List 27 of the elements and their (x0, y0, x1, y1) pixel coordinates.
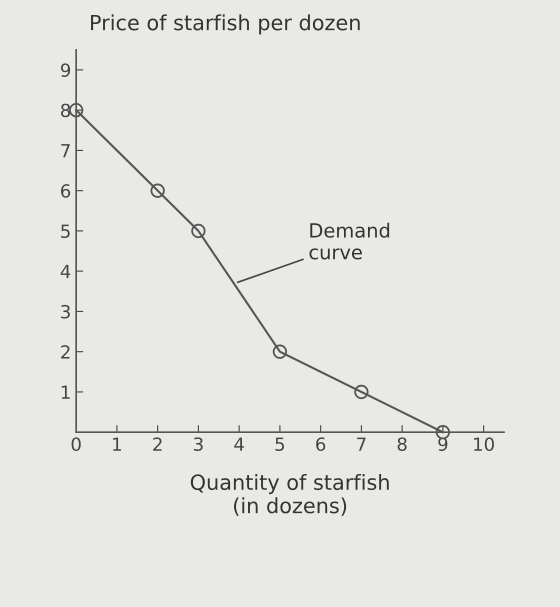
x-tick-label: 8 (398, 437, 407, 452)
y-axis-title: Price of starfish per dozen (91, 14, 360, 34)
x-tick-label: 0 (72, 437, 81, 452)
y-tick-label: 5 (61, 224, 70, 238)
point (150, 184, 165, 198)
point (191, 224, 206, 238)
x-tick-label: 2 (153, 437, 162, 451)
x-tick-label: 6 (316, 437, 326, 452)
y-tick-label: 3 (61, 304, 70, 319)
annotation: Demand curve (309, 222, 390, 260)
x-tick-label: 10 (474, 437, 494, 452)
x-tick-label: 7 (357, 438, 366, 451)
y-tick-label: 1 (62, 386, 70, 399)
x-tick-label: 5 (276, 438, 284, 452)
x-tick-label: 1 (113, 438, 121, 451)
point (354, 384, 369, 400)
x-tick-label: 4 (234, 438, 244, 451)
y-tick-label: 4 (60, 264, 70, 278)
x-axis-title: Quantity of starfish (in dozens) (190, 474, 389, 516)
y-tick-label: 8 (61, 104, 70, 118)
y-tick-label: 6 (61, 184, 70, 198)
point (272, 344, 288, 359)
y-tick-label: 7 (61, 144, 70, 158)
point (69, 103, 84, 118)
y-tick-label: 9 (60, 63, 70, 78)
x-tick-label: 3 (194, 437, 203, 452)
y-tick-label: 2 (61, 345, 70, 359)
